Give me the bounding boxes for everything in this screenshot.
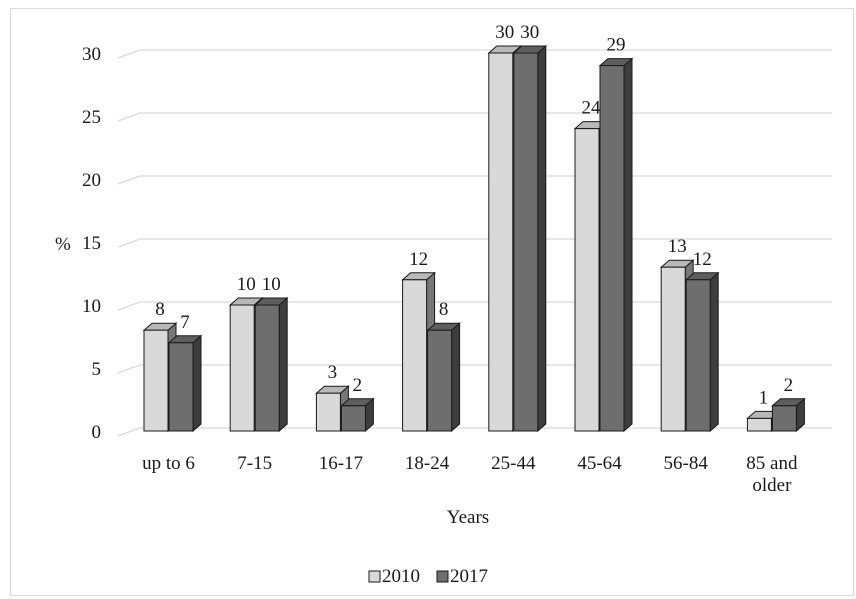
legend-item-2010: 2010: [368, 566, 420, 587]
legend-swatch: [436, 570, 449, 583]
legend: 2010 2017: [368, 566, 488, 587]
legend-swatch: [368, 570, 381, 583]
data-label: 8: [439, 299, 449, 320]
y-tick-label: 5: [92, 359, 102, 380]
y-tick-label: 0: [92, 422, 102, 443]
data-label: 8: [155, 299, 165, 320]
y-tick-label: 20: [82, 170, 101, 191]
legend-label: 2010: [382, 566, 420, 587]
legend-item-2017: 2017: [436, 566, 488, 587]
bar-2017: [253, 296, 289, 433]
gridline: [117, 427, 832, 437]
data-label: 2: [353, 375, 363, 396]
bar-2017: [167, 334, 203, 433]
data-label: 7: [180, 312, 190, 333]
y-axis-title: %: [55, 234, 71, 255]
gridline: [117, 238, 832, 248]
x-tick-label: 18-24: [405, 453, 450, 474]
x-tick-label: 45-64: [577, 453, 622, 474]
data-label: 3: [328, 362, 338, 383]
data-label: 10: [262, 274, 281, 295]
x-tick-label: 7-15: [237, 453, 272, 474]
y-tick-label: 25: [82, 107, 101, 128]
y-tick-labels: 0 5 10 15 20 25 30: [82, 44, 101, 443]
data-label: 24: [582, 98, 602, 119]
gridline: [117, 49, 832, 59]
x-tick-label: 25-44: [491, 453, 536, 474]
y-tick-label: 30: [82, 44, 101, 65]
x-tick-labels: up to 6 7-15 16-17 18-24 25-44 45-64 56-84 85 a…: [142, 453, 798, 496]
gridline: [117, 112, 832, 122]
bars: [142, 44, 806, 433]
x-tick-label: 56-84: [664, 453, 709, 474]
gridline: [117, 175, 832, 185]
data-label: 13: [668, 236, 687, 257]
data-label: 12: [693, 249, 712, 270]
bar-2017: [512, 44, 548, 433]
x-axis-title: Years: [447, 507, 489, 528]
data-label: 2: [784, 375, 794, 396]
bar-2017: [340, 397, 375, 433]
legend-label: 2017: [450, 566, 488, 587]
data-label: 30: [520, 22, 539, 43]
data-label: 12: [409, 249, 428, 270]
y-tick-label: 15: [82, 233, 101, 254]
data-label: 10: [237, 274, 256, 295]
y-tick-label: 10: [82, 296, 101, 317]
data-label: 1: [759, 387, 769, 408]
bar-2017: [598, 57, 634, 433]
x-tick-label: 85 and older: [746, 453, 798, 496]
gridlines: [117, 49, 832, 437]
gridline: [117, 301, 832, 311]
gridline: [117, 364, 832, 374]
data-label: 30: [495, 22, 514, 43]
bar-2017: [426, 322, 461, 433]
x-tick-label: up to 6: [142, 453, 195, 474]
bar-2017: [684, 271, 720, 433]
data-label: 29: [607, 35, 626, 56]
bar-2017: [771, 397, 806, 433]
x-tick-label: 16-17: [319, 453, 363, 474]
